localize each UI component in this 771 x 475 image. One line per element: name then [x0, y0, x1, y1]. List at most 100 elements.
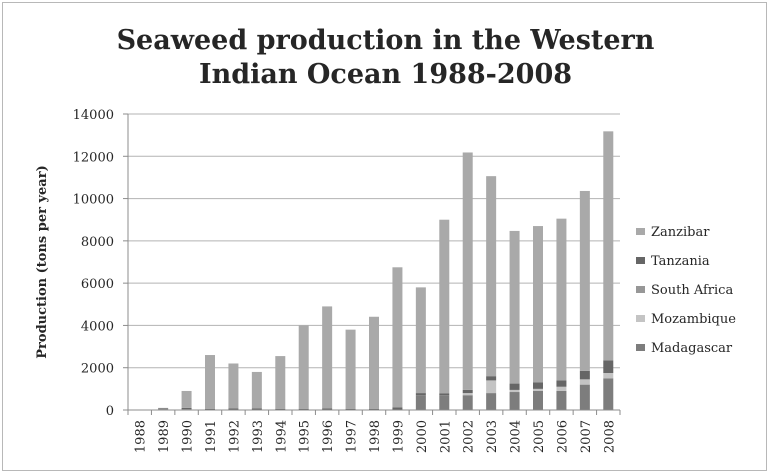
bar-zanzibar-2001 — [439, 219, 450, 394]
legend-label: Mozambique — [651, 312, 736, 327]
bar-tanzania-2003 — [486, 376, 497, 381]
bar-mozambique-2006 — [556, 386, 567, 391]
x-tick-label: 2000 — [415, 420, 430, 453]
bar-tanzania-2007 — [579, 370, 590, 380]
x-tick-label: 1998 — [368, 420, 383, 453]
chart-frame — [2, 2, 767, 471]
legend: Zanzibar Tanzania South Africa Mozambique Ma… — [636, 225, 736, 356]
legend-swatch — [636, 344, 645, 351]
x-tick-label: 2005 — [532, 420, 547, 453]
bar-madagascar-2007 — [579, 384, 590, 410]
y-tick-label: 4000 — [81, 319, 114, 334]
bar-zanzibar-1991 — [205, 355, 215, 409]
bar-zanzibar-1994 — [275, 356, 286, 409]
bar-tanzania-1989 — [158, 408, 169, 410]
bar-mozambique-2002 — [462, 393, 473, 396]
chart-title: Seaweed production in the Western Indian… — [0, 24, 771, 92]
bar-madagascar-2001 — [439, 395, 450, 410]
chart-title-line-1: Seaweed production in the Western — [116, 25, 655, 56]
bar-zanzibar-1999 — [392, 267, 403, 408]
x-tick-label: 1994 — [274, 420, 289, 453]
bar-zanzibar-1996 — [322, 306, 333, 409]
x-tick-label: 1989 — [157, 420, 172, 453]
bar-zanzibar-2006 — [556, 218, 567, 381]
legend-label: South Africa — [651, 283, 733, 298]
bar-tanzania-2008 — [603, 360, 614, 373]
x-tick-label: 2008 — [602, 420, 617, 453]
x-tick-label: 1995 — [298, 420, 313, 453]
legend-swatch — [636, 286, 645, 293]
bar-tanzania-1998 — [369, 408, 379, 410]
x-tick-label: 1999 — [391, 420, 406, 453]
bar-mozambique-2004 — [509, 389, 520, 393]
bar-zanzibar-2002 — [462, 152, 473, 390]
y-tick-label: 14000 — [73, 108, 114, 123]
x-tick-label: 2007 — [579, 420, 594, 453]
chart-title-line-2: Indian Ocean 1988-2008 — [198, 59, 573, 90]
legend-swatch — [636, 257, 645, 264]
x-tick-label: 1990 — [181, 420, 196, 453]
bar-mozambique-2003 — [486, 380, 497, 394]
bar-madagascar-2000 — [415, 395, 426, 410]
y-tick-label: 8000 — [81, 235, 114, 250]
bar-tanzania-1997 — [345, 408, 356, 410]
x-tick-label: 1993 — [251, 420, 266, 453]
bar-tanzania-1996 — [322, 408, 333, 410]
bar-madagascar-2003 — [486, 393, 497, 410]
bar-tanzania-2001 — [439, 393, 450, 396]
bar-madagascar-2006 — [556, 390, 567, 410]
y-tick-label: 12000 — [73, 150, 114, 165]
axes — [123, 113, 621, 415]
bar-zanzibar-2000 — [415, 287, 426, 394]
bar-tanzania-1990 — [181, 407, 192, 410]
x-tick-label: 1991 — [204, 420, 219, 453]
x-tick-label: 2004 — [509, 420, 524, 453]
bar-madagascar-2008 — [603, 378, 614, 410]
bar-mozambique-2008 — [603, 373, 614, 379]
bars — [158, 131, 614, 410]
bar-zanzibar-1998 — [369, 316, 379, 409]
bar-zanzibar-2007 — [579, 190, 590, 371]
legend-label: Madagascar — [651, 341, 733, 356]
bar-tanzania-1995 — [298, 408, 309, 410]
bar-zanzibar-1997 — [345, 329, 356, 409]
x-tick-label: 1997 — [345, 420, 360, 453]
bar-zanzibar-2008 — [603, 131, 614, 361]
x-tick-label: 2003 — [485, 420, 500, 453]
y-tick-labels: 0 2000 4000 6000 8000 10000 12000 14000 — [73, 108, 114, 419]
x-tick-label: 1996 — [321, 420, 336, 453]
bar-zanzibar-2005 — [533, 226, 543, 383]
bar-zanzibar-2004 — [509, 230, 520, 384]
x-tick-label: 2006 — [555, 420, 570, 453]
bar-tanzania-2006 — [556, 380, 567, 387]
bar-tanzania-2002 — [462, 389, 473, 394]
bar-tanzania-2004 — [509, 383, 520, 390]
legend-label: Tanzania — [651, 254, 710, 269]
y-tick-label: 0 — [106, 404, 114, 419]
bar-zanzibar-1992 — [228, 363, 239, 409]
bar-madagascar-2004 — [509, 392, 520, 410]
bar-mozambique-2007 — [579, 379, 590, 385]
bar-zanzibar-1993 — [251, 371, 262, 409]
y-tick-label: 2000 — [81, 362, 114, 377]
bar-tanzania-1992 — [228, 408, 239, 410]
bar-tanzania-2000 — [415, 393, 426, 396]
bar-madagascar-2005 — [533, 390, 543, 410]
x-tick-label: 1988 — [134, 420, 149, 453]
legend-swatch — [636, 315, 645, 322]
x-tick-label: 2001 — [438, 420, 453, 453]
bar-madagascar-2002 — [462, 395, 473, 410]
bar-mozambique-2005 — [533, 388, 543, 391]
y-axis-label: Production (tons per year) — [35, 165, 50, 358]
bar-tanzania-2005 — [533, 382, 543, 389]
y-tick-label: 10000 — [73, 193, 114, 208]
x-tick-label: 2002 — [462, 420, 477, 453]
y-tick-label: 6000 — [81, 277, 114, 292]
bar-tanzania-1991 — [205, 408, 215, 410]
bar-tanzania-1994 — [275, 408, 286, 410]
bar-zanzibar-2003 — [486, 176, 497, 377]
x-tick-label: 1992 — [227, 420, 242, 453]
x-tick-labels: 1988 1989 1990 1991 1992 1993 1994 1995 1996 1997… — [134, 420, 618, 453]
bar-zanzibar-1995 — [298, 325, 309, 409]
